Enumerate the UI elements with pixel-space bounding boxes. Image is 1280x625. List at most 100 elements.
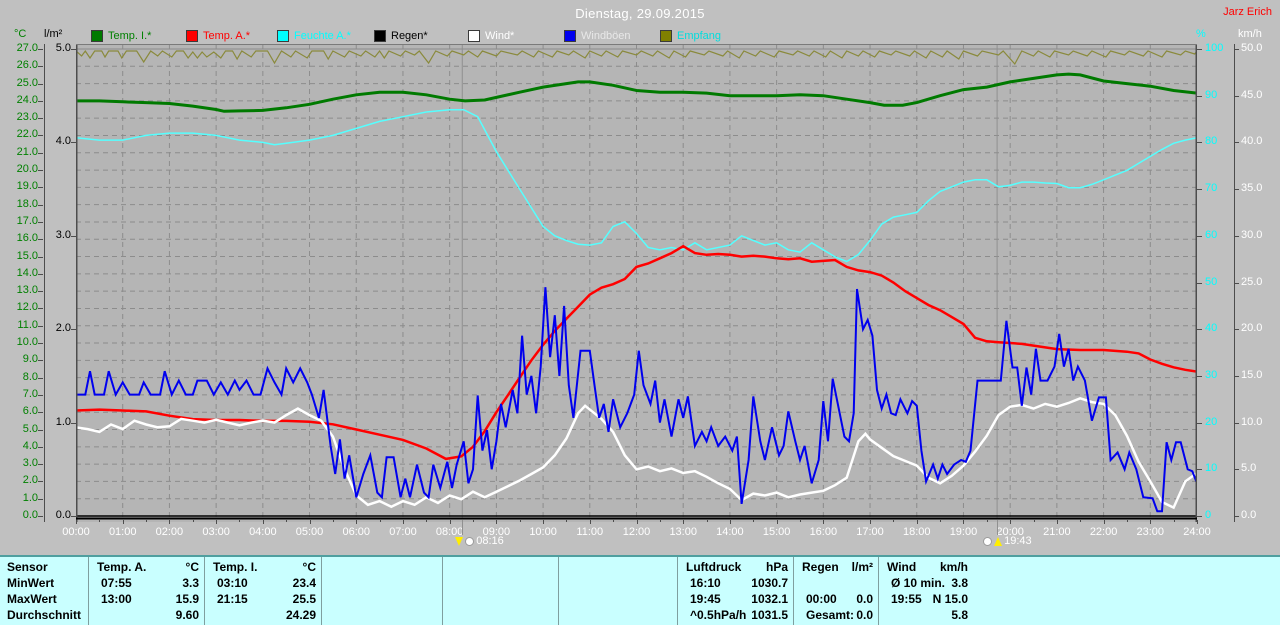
x-tick-hour [216, 520, 218, 524]
legend-swatch-icon [468, 30, 480, 42]
x-label-hour: 10:00 [529, 526, 557, 538]
x-label-hour: 04:00 [249, 526, 277, 538]
x-tick-halfhour [426, 520, 428, 522]
y-label-humidity: 80 [1205, 135, 1218, 148]
y-label-celsius: 4.0 [22, 439, 38, 452]
sunset-marker: 19:43 [983, 534, 1032, 548]
table-row-label: Durchschnitt [7, 608, 82, 622]
y-tick [38, 308, 43, 310]
x-label-hour: 00:00 [62, 526, 90, 538]
y-label-celsius: 25.0 [16, 76, 38, 89]
legend-item-windben: Windböen [564, 29, 631, 43]
y-label-humidity: 0 [1205, 509, 1212, 521]
table-cell-row [455, 608, 553, 623]
y-tick [1197, 189, 1202, 191]
y-tick [1197, 422, 1202, 424]
y-label-celsius: 10.0 [16, 336, 38, 349]
table-column-tempi: Temp. I. °C 03:10 23.4 21:15 25.5 24.29 [204, 557, 321, 625]
x-tick-hour [76, 520, 77, 524]
table-row-label-column: Sensor MinWert MaxWert Durchschnitt [0, 557, 88, 625]
x-tick-halfhour [146, 520, 148, 522]
series-tempi [76, 72, 1198, 113]
x-tick-halfhour [1126, 520, 1128, 522]
table-cell-row [334, 576, 437, 591]
x-tick-halfhour [566, 520, 568, 522]
y-axis-line-celsius [44, 44, 45, 522]
y-tick [71, 422, 76, 424]
x-tick-hour [1010, 520, 1012, 524]
x-label-hour: 13:00 [669, 526, 697, 538]
legend-label: Windböen [581, 30, 631, 42]
sunrise-time: 08:16 [476, 535, 504, 547]
x-label-hour: 11:00 [576, 526, 604, 538]
table-cell-value: 3.8 [951, 576, 968, 590]
y-label-celsius: 2.0 [22, 474, 38, 487]
table-cell-time: 19:55 [891, 592, 922, 606]
x-tick-halfhour [986, 520, 988, 522]
y-axis-line-wind [1234, 44, 1235, 522]
y-label-humidity: 40 [1205, 322, 1218, 335]
x-label-hour: 01:00 [108, 526, 137, 538]
x-label-hour: 09:00 [482, 526, 511, 538]
y-tick [38, 256, 43, 258]
x-tick-hour [1056, 520, 1058, 524]
y-label-wind: 10.0 [1241, 415, 1263, 428]
y-label-celsius: 26.0 [16, 59, 38, 72]
y-tick [1234, 375, 1239, 377]
axis-unit-rain: l/m² [44, 28, 63, 40]
table-column-header [567, 560, 672, 575]
y-tick [38, 291, 43, 293]
y-label-wind: 45.0 [1241, 88, 1263, 101]
y-tick [38, 152, 43, 154]
legend-item-tempa: Temp. A.* [186, 29, 250, 43]
table-cell-value: N 15.0 [932, 592, 968, 606]
x-label-hour: 16:00 [809, 526, 838, 538]
y-tick [1234, 469, 1239, 471]
y-label-celsius: 27.0 [16, 42, 38, 54]
y-tick [38, 239, 43, 241]
x-tick-hour [496, 520, 498, 524]
legend-item-wind: Wind* [468, 29, 514, 43]
y-label-wind: 40.0 [1241, 135, 1263, 148]
table-column-unit: °C [302, 560, 316, 574]
table-column-name: Luftdruck [686, 560, 742, 574]
table-column-empty [442, 557, 558, 625]
y-label-celsius: 12.0 [16, 301, 38, 314]
y-tick [1197, 142, 1202, 144]
y-label-rain: 5.0 [55, 42, 71, 54]
x-tick-hour [683, 520, 685, 524]
x-tick-hour [356, 520, 358, 524]
y-label-celsius: 15.0 [16, 249, 38, 262]
y-label-celsius: 3.0 [22, 457, 38, 470]
legend-swatch-icon [186, 30, 198, 42]
y-tick [1234, 329, 1239, 331]
y-tick [1234, 189, 1239, 191]
x-tick-halfhour [473, 520, 475, 522]
y-tick [38, 170, 43, 172]
watermark-author: Jarz Erich [1223, 6, 1272, 18]
page-title: Dienstag, 29.09.2015 [575, 6, 705, 21]
y-tick [38, 204, 43, 206]
x-tick-hour [262, 520, 264, 524]
table-cell-value: 24.29 [285, 608, 316, 622]
table-cell-row [571, 608, 672, 623]
table-column-unit: °C [185, 560, 199, 574]
x-tick-halfhour [1033, 520, 1035, 522]
table-row-label: MaxWert [7, 592, 57, 606]
table-cell-value: 3.3 [182, 576, 199, 590]
y-label-humidity: 60 [1205, 228, 1218, 241]
table-cell-value: 1032.1 [751, 592, 788, 606]
table-column-wind: Wind km/h Ø 10 min. 3.8 19:55 N 15.0 5.8 [878, 557, 1280, 625]
y-tick [71, 142, 76, 144]
x-tick-halfhour [99, 520, 101, 522]
table-cell-time: Gesamt: [806, 608, 855, 622]
x-tick-halfhour [799, 520, 801, 522]
y-tick [38, 498, 43, 500]
x-tick-hour [309, 520, 311, 524]
x-label-hour: 05:00 [295, 526, 324, 538]
y-tick [38, 394, 43, 396]
y-label-celsius: 24.0 [16, 93, 38, 106]
table-cell-value: 1031.5 [751, 608, 788, 622]
y-tick [1197, 235, 1202, 237]
sunrise-marker: 08:16 [455, 534, 504, 548]
